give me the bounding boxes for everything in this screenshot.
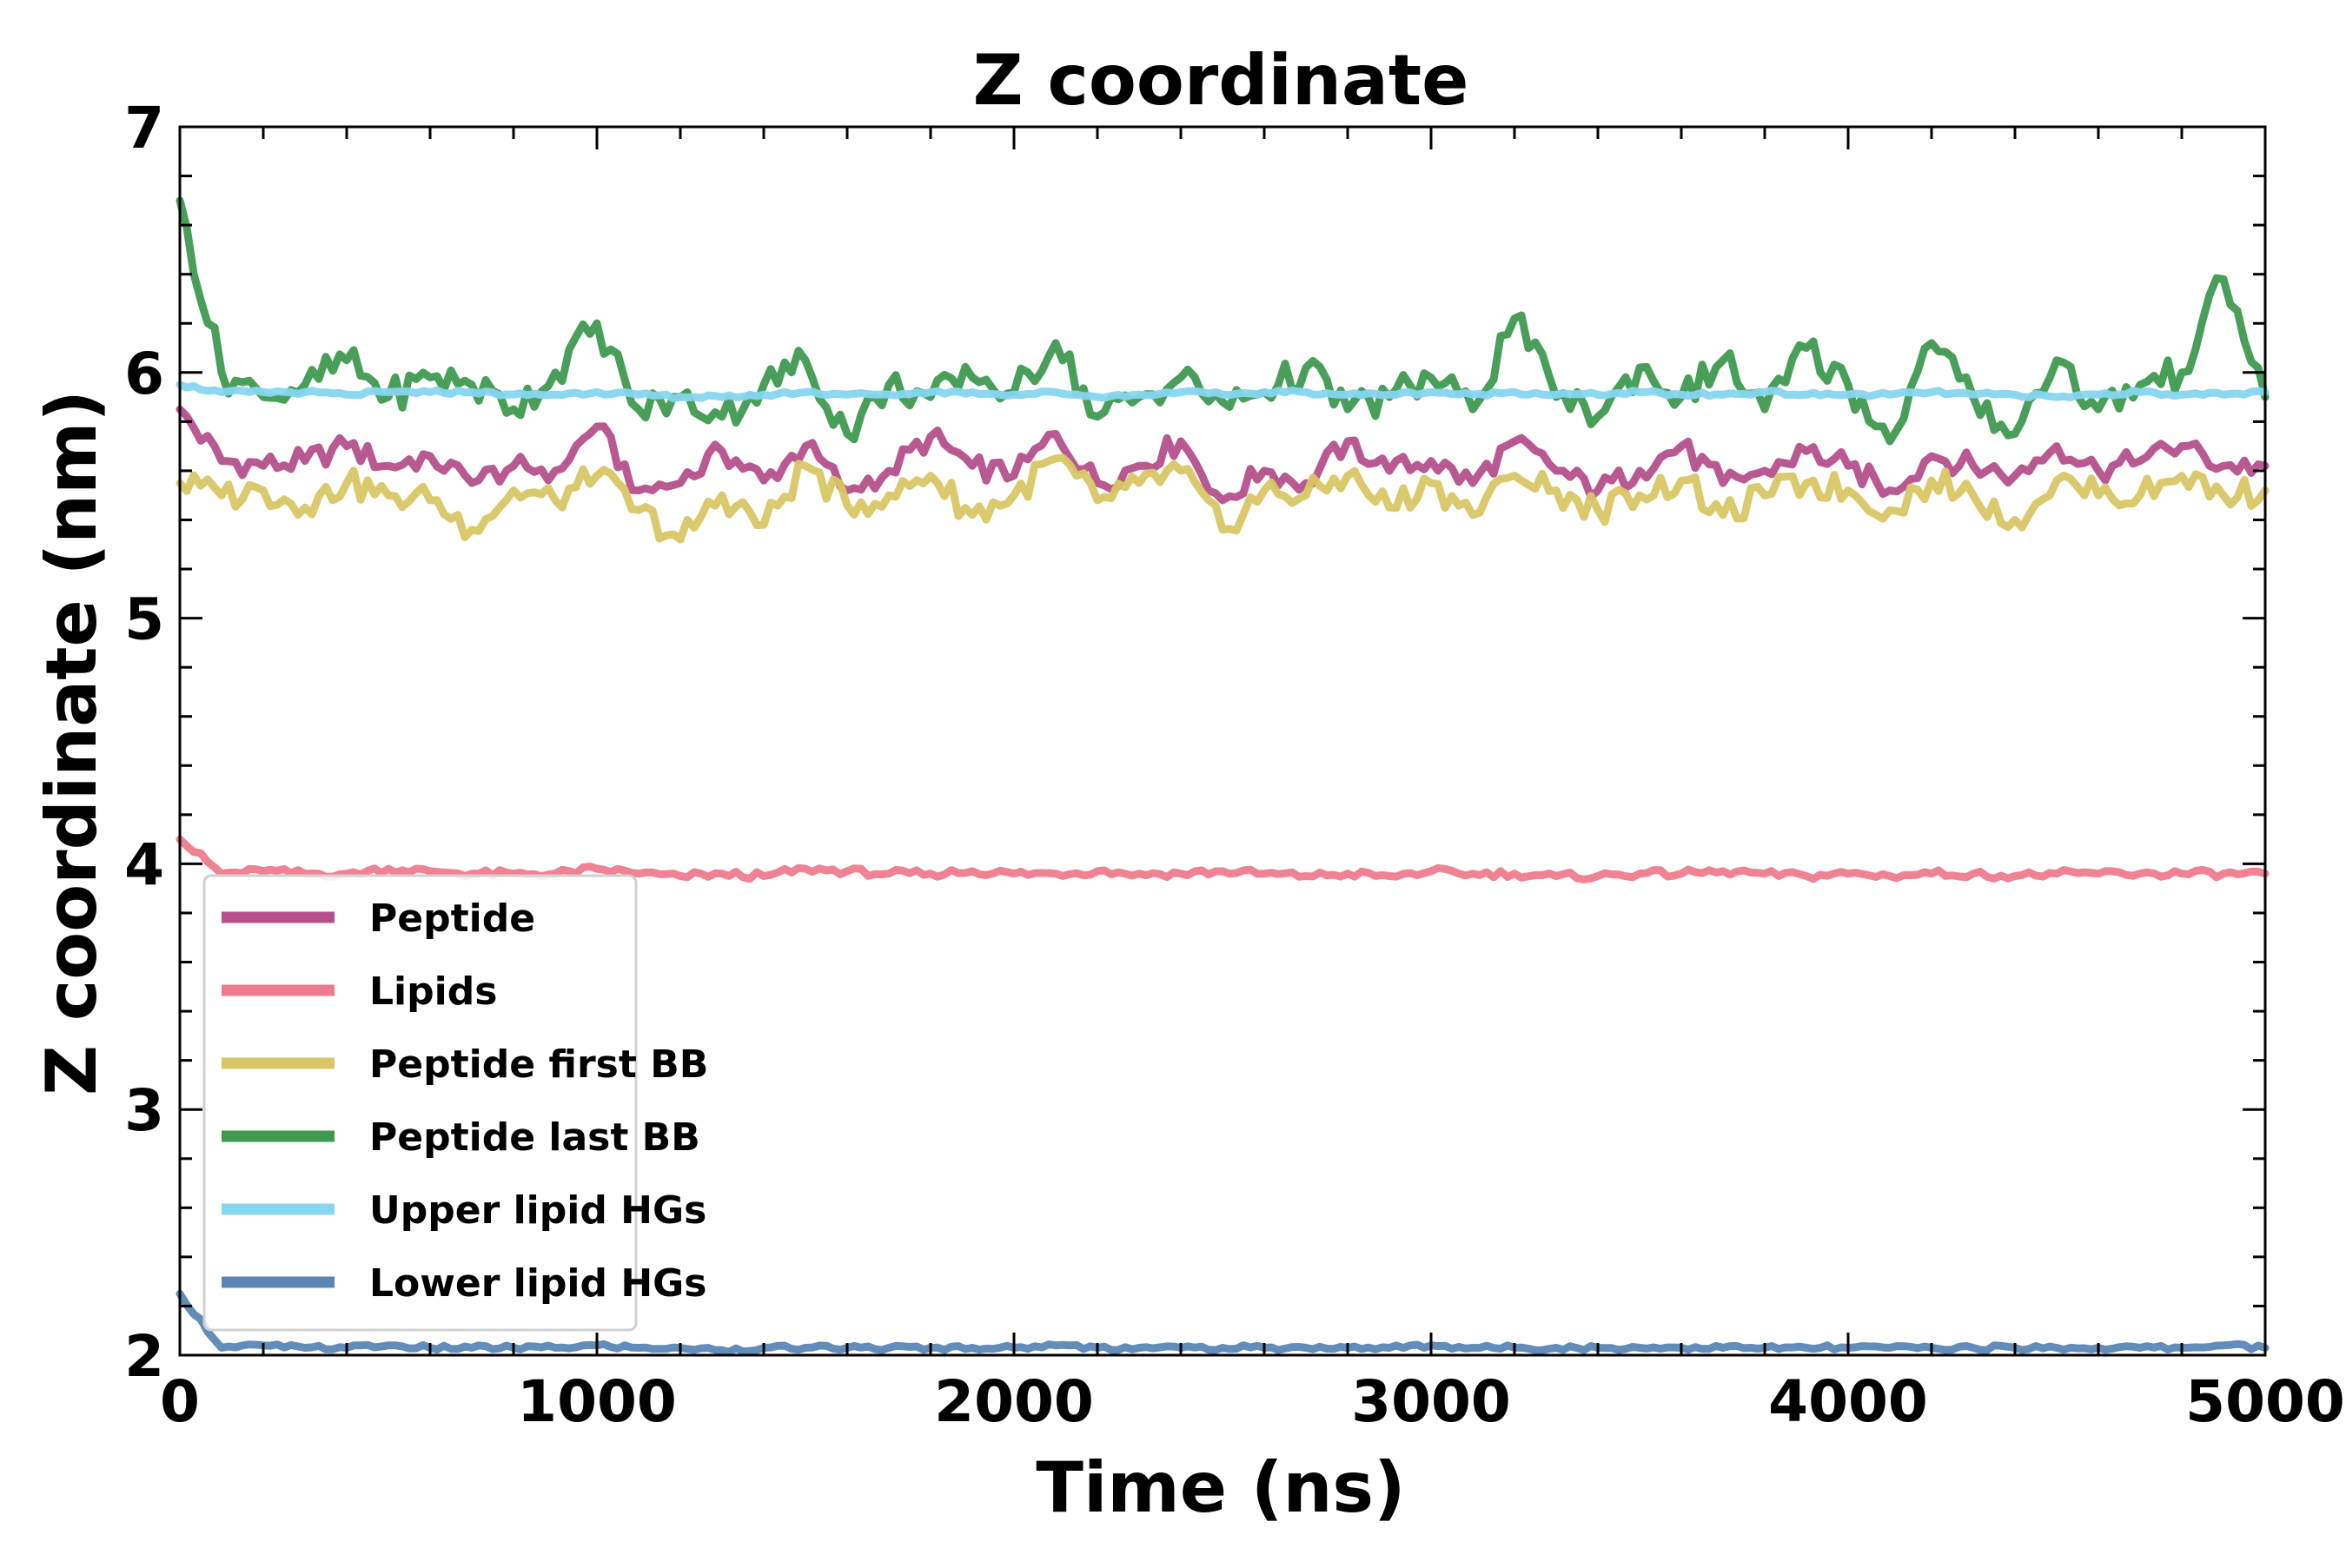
x-tick-label: 1000 xyxy=(517,1368,677,1435)
series-line-1 xyxy=(176,405,2270,505)
y-tick-label: 3 xyxy=(124,1077,164,1144)
x-tick-label: 0 xyxy=(160,1368,200,1435)
series-line-4 xyxy=(176,196,2270,446)
legend-label: Lipids xyxy=(369,969,497,1014)
legend-label: Upper lipid HGs xyxy=(369,1188,706,1233)
legend: Peptide Lipids Peptide first BB Peptide las… xyxy=(202,874,708,1332)
x-tick-label: 3000 xyxy=(1351,1368,1511,1435)
x-axis-label: Time (ns) xyxy=(1036,1447,1405,1528)
y-tick-label: 2 xyxy=(124,1323,164,1390)
series-line-2 xyxy=(176,835,2270,883)
x-tick-label: 4000 xyxy=(1768,1368,1928,1435)
x-tick-label: 2000 xyxy=(934,1368,1094,1435)
series-line-3 xyxy=(176,453,2270,544)
y-axis-label: Z coordinate (nm) xyxy=(31,390,112,1095)
legend-label: Lower lipid HGs xyxy=(369,1261,706,1306)
axes: 0 1000 2000 3000 4000 5000 2 3 4 5 6 7 xyxy=(124,95,2345,1435)
legend-label: Peptide first BB xyxy=(369,1042,708,1087)
series-line-6 xyxy=(176,1289,2270,1356)
legend-label: Peptide xyxy=(369,896,535,941)
y-tick-label: 6 xyxy=(124,341,164,407)
y-tick-label: 4 xyxy=(124,831,164,898)
chart-title: Z coordinate xyxy=(973,40,1469,121)
series-line-5 xyxy=(176,380,2270,403)
x-tick-label: 5000 xyxy=(2185,1368,2345,1435)
y-tick-label: 5 xyxy=(124,586,164,653)
plot-frame xyxy=(178,125,2267,1357)
y-tick-label: 7 xyxy=(124,95,164,162)
legend-label: Peptide last BB xyxy=(369,1115,700,1160)
